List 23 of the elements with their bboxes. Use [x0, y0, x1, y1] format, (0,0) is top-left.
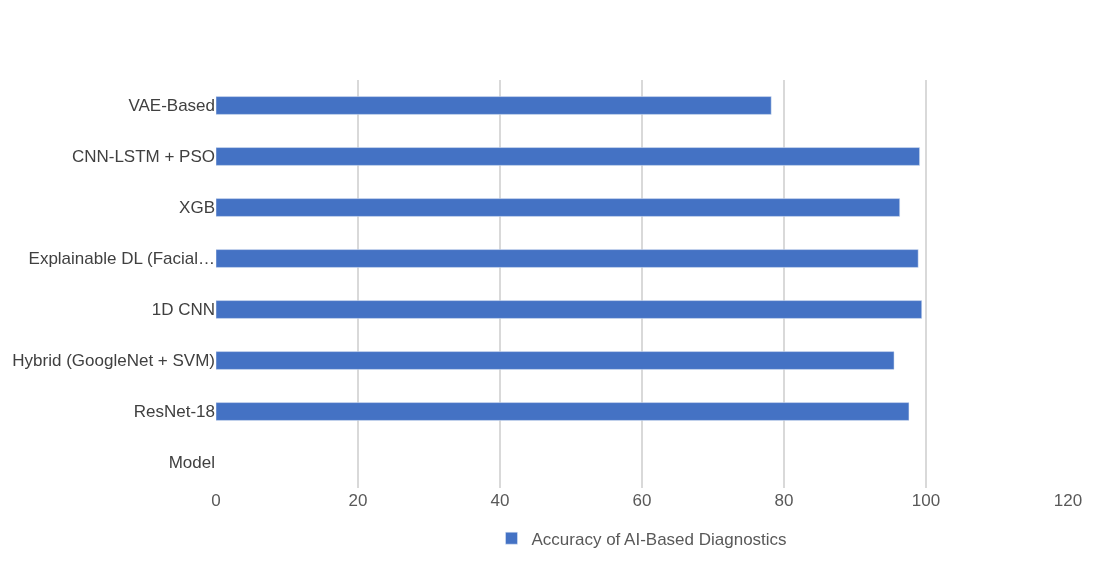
bar	[216, 198, 900, 217]
y-tick-label: Explainable DL (Facial…	[28, 249, 215, 269]
y-tick-label: Hybrid (GoogleNet + SVM)	[12, 351, 215, 371]
bar	[216, 249, 919, 268]
bar	[216, 402, 910, 421]
y-tick-label: VAE-Based	[128, 96, 215, 116]
bar	[216, 147, 920, 166]
x-tick-label: 0	[211, 491, 221, 510]
x-tick-label: 120	[1053, 491, 1083, 510]
y-tick-label: XGB	[179, 198, 215, 218]
bar	[216, 300, 922, 319]
y-tick-label: Model	[168, 453, 215, 473]
x-tick-label: 100	[911, 491, 941, 510]
y-tick-label: CNN-LSTM + PSO	[71, 147, 215, 167]
y-tick-label: 1D CNN	[151, 300, 215, 320]
x-tick-label: 20	[348, 491, 368, 510]
bar	[216, 351, 895, 370]
x-tick-label: 80	[774, 491, 794, 510]
legend-label: Accuracy of AI-Based Diagnostics	[531, 529, 787, 549]
x-tick-label: 40	[490, 491, 510, 510]
x-tick-label: 60	[632, 491, 652, 510]
y-tick-label: ResNet-18	[133, 402, 215, 422]
bar	[216, 96, 772, 115]
